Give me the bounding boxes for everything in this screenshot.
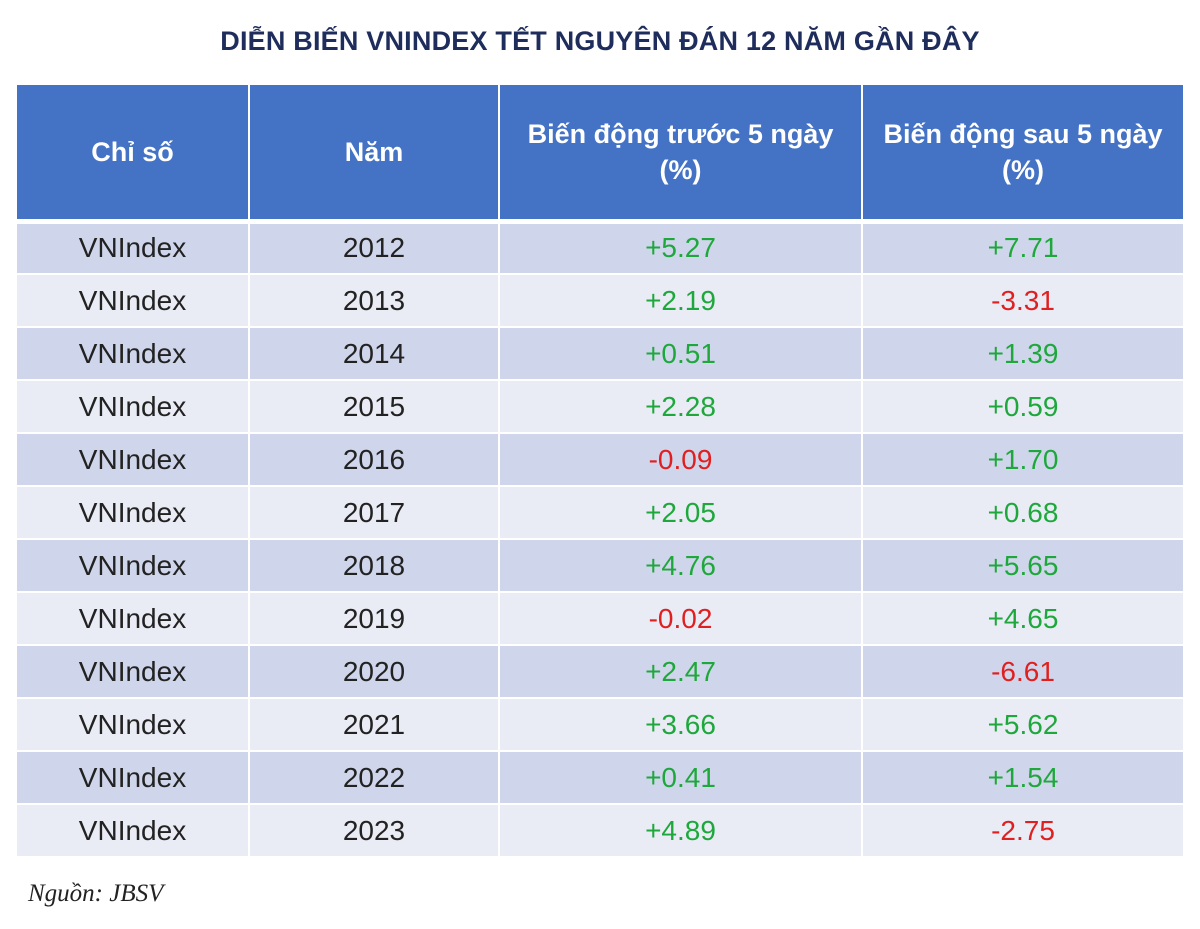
source-note: Nguồn: JBSV	[28, 880, 164, 907]
table-row: VNIndex 2016 -0.09 +1.70	[17, 433, 1183, 487]
cell-change-after: +1.39	[862, 327, 1183, 381]
cell-change-after: +5.62	[862, 698, 1183, 752]
cell-index: VNIndex	[17, 221, 250, 275]
cell-change-before: +5.27	[499, 221, 863, 275]
cell-change-before: +2.47	[499, 645, 863, 699]
cell-change-before: -0.09	[499, 433, 863, 487]
cell-year: 2022	[249, 751, 500, 805]
cell-index: VNIndex	[17, 751, 250, 805]
header-cell-index: Chỉ số	[17, 85, 250, 224]
table-row: VNIndex 2017 +2.05 +0.68	[17, 486, 1183, 540]
cell-change-after: +1.54	[862, 751, 1183, 805]
cell-change-before: +4.89	[499, 804, 863, 858]
cell-year: 2018	[249, 539, 500, 593]
cell-change-after: -2.75	[862, 804, 1183, 858]
cell-index: VNIndex	[17, 274, 250, 328]
cell-change-before: +0.51	[499, 327, 863, 381]
header-row: Chỉ số Năm Biến động trước 5 ngày (%) Bi…	[17, 85, 1183, 224]
cell-year: 2016	[249, 433, 500, 487]
cell-change-after: +5.65	[862, 539, 1183, 593]
table-row: VNIndex 2018 +4.76 +5.65	[17, 539, 1183, 593]
cell-change-after: +7.71	[862, 221, 1183, 275]
cell-change-after: +0.59	[862, 380, 1183, 434]
table-row: VNIndex 2021 +3.66 +5.62	[17, 698, 1183, 752]
cell-change-after: +4.65	[862, 592, 1183, 646]
cell-change-before: +4.76	[499, 539, 863, 593]
cell-year: 2023	[249, 804, 500, 858]
cell-change-before: +2.28	[499, 380, 863, 434]
cell-change-after: -3.31	[862, 274, 1183, 328]
table-row: VNIndex 2015 +2.28 +0.59	[17, 380, 1183, 434]
table-row: VNIndex 2012 +5.27 +7.71	[17, 221, 1183, 275]
cell-change-after: +1.70	[862, 433, 1183, 487]
chart-title: DIỄN BIẾN VNINDEX TẾT NGUYÊN ĐÁN 12 NĂM …	[220, 26, 980, 56]
table-row: VNIndex 2019 -0.02 +4.65	[17, 592, 1183, 646]
cell-change-before: +0.41	[499, 751, 863, 805]
cell-change-after: -6.61	[862, 645, 1183, 699]
cell-change-before: +2.19	[499, 274, 863, 328]
cell-year: 2020	[249, 645, 500, 699]
cell-index: VNIndex	[17, 804, 250, 858]
table-row: VNIndex 2022 +0.41 +1.54	[17, 751, 1183, 805]
cell-index: VNIndex	[17, 433, 250, 487]
cell-change-before: -0.02	[499, 592, 863, 646]
cell-year: 2015	[249, 380, 500, 434]
header-cell-change-after: Biến động sau 5 ngày (%)	[862, 85, 1183, 224]
header-cell-year: Năm	[249, 85, 500, 224]
cell-index: VNIndex	[17, 380, 250, 434]
cell-change-before: +3.66	[499, 698, 863, 752]
cell-year: 2012	[249, 221, 500, 275]
cell-index: VNIndex	[17, 327, 250, 381]
header-cell-change-before: Biến động trước 5 ngày (%)	[499, 85, 863, 224]
cell-index: VNIndex	[17, 698, 250, 752]
cell-year: 2014	[249, 327, 500, 381]
cell-index: VNIndex	[17, 592, 250, 646]
cell-change-after: +0.68	[862, 486, 1183, 540]
cell-year: 2019	[249, 592, 500, 646]
table-row: VNIndex 2020 +2.47 -6.61	[17, 645, 1183, 699]
vnindex-table: Chỉ số Năm Biến động trước 5 ngày (%) Bi…	[17, 85, 1183, 858]
cell-year: 2021	[249, 698, 500, 752]
cell-index: VNIndex	[17, 645, 250, 699]
table-row: VNIndex 2013 +2.19 -3.31	[17, 274, 1183, 328]
cell-index: VNIndex	[17, 486, 250, 540]
cell-index: VNIndex	[17, 539, 250, 593]
cell-year: 2013	[249, 274, 500, 328]
table-row: VNIndex 2014 +0.51 +1.39	[17, 327, 1183, 381]
table-row: VNIndex 2023 +4.89 -2.75	[17, 804, 1183, 858]
cell-year: 2017	[249, 486, 500, 540]
cell-change-before: +2.05	[499, 486, 863, 540]
table-body: VNIndex 2012 +5.27 +7.71 VNIndex 2013 +2.19 -3.…	[17, 221, 1183, 858]
